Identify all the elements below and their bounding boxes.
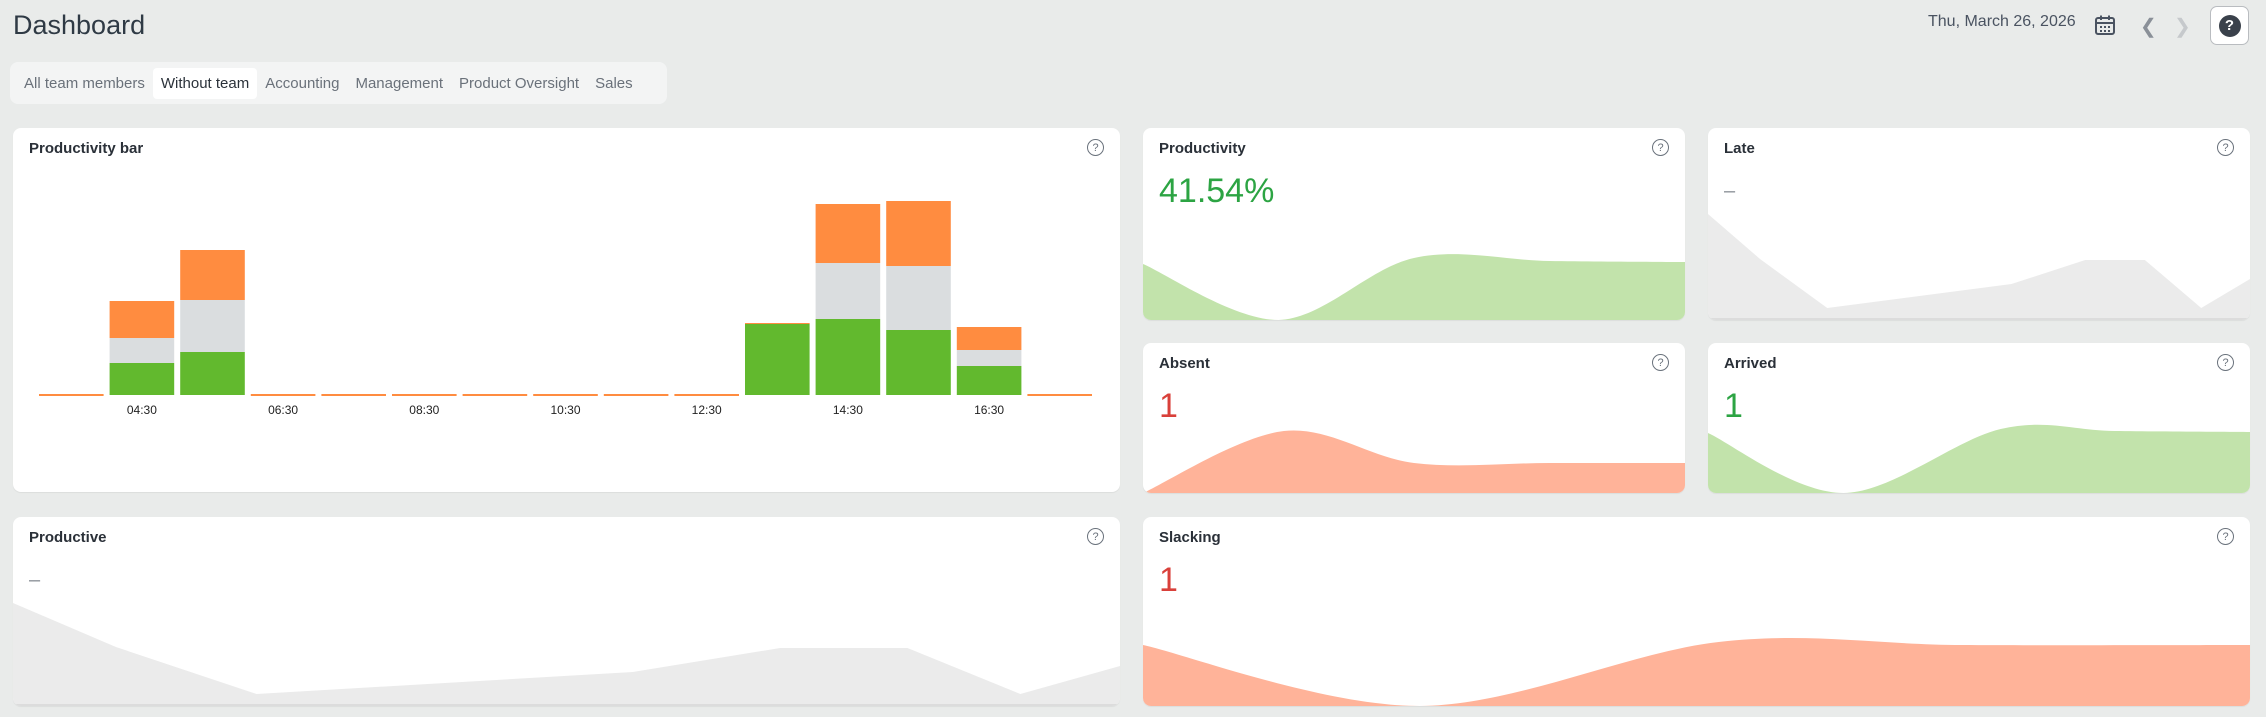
productivity-area (1143, 254, 1685, 320)
arrived-card: Arrived ? 1 (1708, 343, 2250, 493)
bar-segment-neutral[interactable] (886, 266, 951, 330)
next-day-chevron-icon[interactable]: ❯ (2174, 16, 2191, 38)
help-circle-icon[interactable]: ? (2217, 528, 2234, 545)
bar-segment-productive[interactable] (180, 352, 245, 395)
x-tick-label: 10:30 (550, 403, 580, 417)
card-title: Slacking (1159, 529, 1221, 546)
productive-card: Productive ? – (13, 517, 1120, 706)
arrived-value: 1 (1724, 387, 1743, 425)
tab-product-oversight[interactable]: Product Oversight (459, 74, 580, 92)
card-title: Productive (29, 529, 107, 546)
card-title: Productivity bar (29, 140, 144, 157)
bar-empty (462, 394, 528, 396)
bar-segment-neutral[interactable] (109, 338, 175, 363)
calendar-icon[interactable] (2094, 14, 2116, 36)
previous-day-chevron-icon[interactable]: ❮ (2140, 16, 2157, 38)
absent-sparkline (1143, 430, 1685, 493)
productivity-bar-chart: 04:30 06:30 08:30 10:30 12:30 14:30 16:30 (39, 201, 1092, 417)
absent-area (1143, 430, 1685, 493)
tab-sales[interactable]: Sales (595, 74, 633, 92)
bar-segment-neutral[interactable] (815, 263, 881, 319)
bar-segment-unproductive[interactable] (745, 323, 810, 324)
bar-segment-unproductive[interactable] (109, 301, 175, 338)
divider (1708, 318, 2250, 320)
page-title: Dashboard (13, 10, 146, 40)
help-button[interactable]: ? (2210, 6, 2249, 45)
bar-segment-productive[interactable] (745, 324, 810, 395)
card-title: Absent (1159, 355, 1210, 372)
absent-value: 1 (1159, 387, 1178, 425)
productivity-card: Productivity ? 41.54% (1143, 128, 1685, 320)
late-value: – (1724, 180, 1736, 202)
arrived-area (1708, 424, 2250, 493)
bar-segment-productive[interactable] (109, 363, 175, 395)
x-tick-label: 06:30 (268, 403, 298, 417)
bar-segment-unproductive[interactable] (956, 327, 1022, 350)
late-area (1708, 214, 2250, 320)
current-date: Thu, March 26, 2026 (1928, 13, 2076, 30)
tab-management[interactable]: Management (355, 74, 444, 92)
productivity-value: 41.54% (1159, 172, 1275, 210)
late-card: Late ? – (1708, 128, 2250, 320)
bar-empty (1027, 394, 1092, 396)
bar-empty (250, 394, 316, 396)
bar-empty (533, 394, 598, 396)
tab-accounting[interactable]: Accounting (265, 74, 340, 92)
slacking-area (1143, 638, 2250, 706)
help-circle-icon[interactable]: ? (2217, 139, 2234, 156)
help-circle-icon[interactable]: ? (1652, 354, 1669, 371)
productive-value: – (29, 569, 41, 591)
productivity-bar-card: 04:30 06:30 08:30 10:30 12:30 14:30 16:30 Prod… (13, 128, 1120, 492)
team-tabs: All team members Without team Accounting… (10, 62, 667, 104)
bar-segment-neutral[interactable] (956, 350, 1022, 366)
bar-empty (674, 394, 739, 396)
bar-empty (321, 394, 386, 396)
bar-segment-unproductive[interactable] (815, 204, 881, 263)
arrived-sparkline (1708, 424, 2250, 493)
help-circle-icon[interactable]: ? (1087, 528, 1104, 545)
tab-all-team-members[interactable]: All team members (24, 74, 145, 92)
bar-segment-productive[interactable] (956, 366, 1022, 395)
bar-empty (392, 394, 457, 396)
bar-empty (39, 394, 104, 396)
slacking-sparkline (1143, 638, 2250, 706)
bar-segment-productive[interactable] (815, 319, 881, 395)
slacking-value: 1 (1159, 561, 1178, 599)
slacking-card: Slacking ? 1 (1143, 517, 2250, 706)
absent-card: Absent ? 1 (1143, 343, 1685, 493)
productive-sparkline (13, 603, 1120, 706)
bar-segment-productive[interactable] (886, 330, 951, 395)
card-title: Productivity (1159, 140, 1246, 157)
x-tick-label: 16:30 (974, 403, 1004, 417)
card-title: Late (1724, 140, 1755, 157)
card-title: Arrived (1724, 355, 1777, 372)
x-tick-label: 12:30 (692, 403, 722, 417)
help-circle-icon[interactable]: ? (2217, 354, 2234, 371)
x-tick-label: 08:30 (409, 403, 439, 417)
late-sparkline (1708, 214, 2250, 320)
bar-empty (603, 394, 669, 396)
help-circle-icon[interactable]: ? (1652, 139, 1669, 156)
tab-without-team[interactable]: Without team (152, 67, 258, 99)
bar-segment-neutral[interactable] (180, 300, 245, 352)
productivity-sparkline (1143, 254, 1685, 320)
divider (13, 704, 1120, 706)
bar-segment-unproductive[interactable] (180, 250, 245, 300)
productive-area (13, 603, 1120, 706)
bar-segment-unproductive[interactable] (886, 201, 951, 266)
help-icon: ? (2218, 14, 2241, 37)
x-tick-label: 04:30 (127, 403, 157, 417)
x-tick-label: 14:30 (833, 403, 863, 417)
help-circle-icon[interactable]: ? (1087, 139, 1104, 156)
